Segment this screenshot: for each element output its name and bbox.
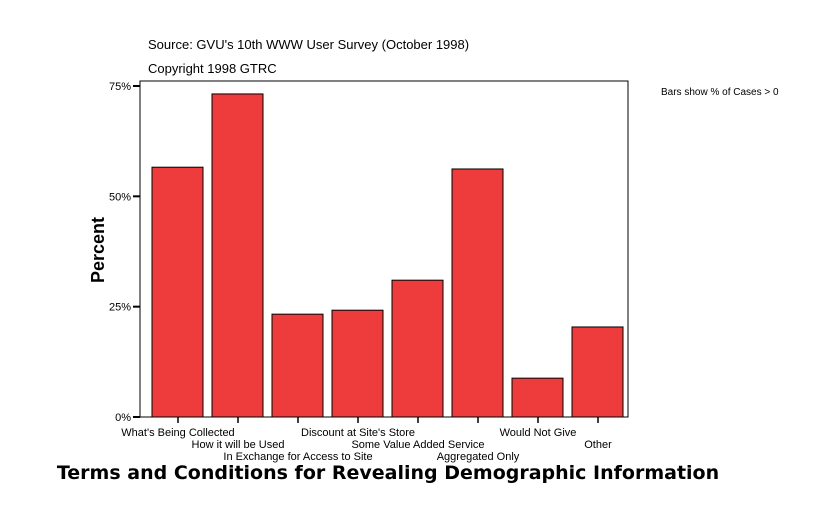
x-tick-label: Aggregated Only [437,451,520,463]
bar [151,166,204,418]
bar [271,313,324,418]
x-tick-label: Other [584,439,612,451]
x-tick-label: Some Value Added Service [351,439,484,451]
bar [451,168,504,418]
bar [211,93,264,418]
x-tick-label: Would Not Give [500,427,577,439]
bar [511,377,564,418]
chart-subtitle-copyright: Copyright 1998 GTRC [148,61,277,76]
chart-title: Terms and Conditions for Revealing Demog… [57,462,719,484]
chart-note: Bars show % of Cases > 0 [661,87,779,98]
x-tick-label: How it will be Used [192,439,285,451]
chart-subtitle-source: Source: GVU's 10th WWW User Survey (Octo… [148,37,469,52]
y-tick-label: 50% [109,191,131,203]
bar [571,326,624,418]
bar [391,279,444,418]
bar [331,309,384,418]
y-tick-label: 0% [115,412,131,424]
x-tick-label: In Exchange for Access to Site [223,451,372,463]
x-tick-label: What's Being Collected [121,427,234,439]
y-tick-label: 75% [109,81,131,93]
y-tick-label: 25% [109,302,131,314]
x-tick-label: Discount at Site's Store [301,427,415,439]
y-axis-label: Percent [88,217,108,283]
